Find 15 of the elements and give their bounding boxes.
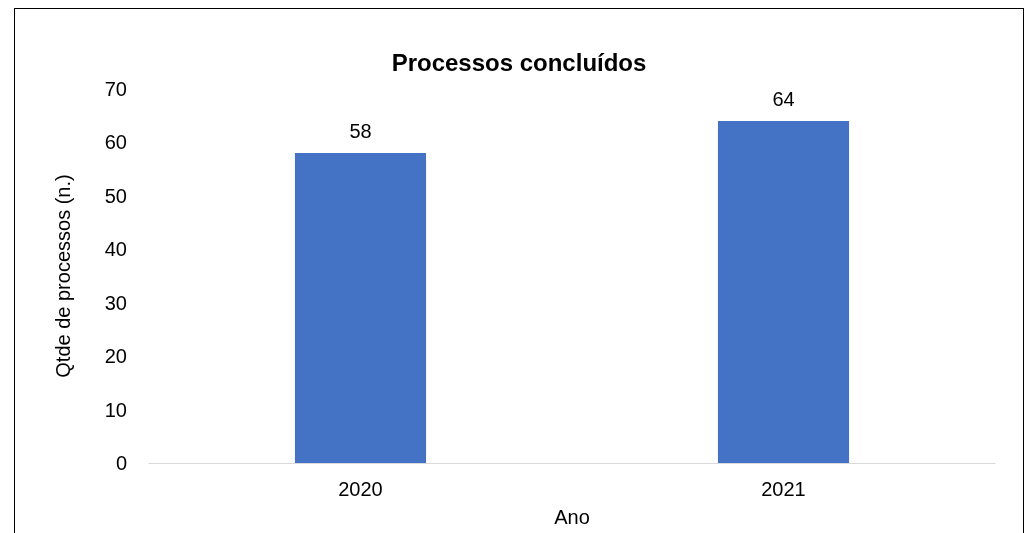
y-tick-label: 50: [104, 184, 127, 207]
x-tick-label: 2020: [338, 478, 383, 500]
x-axis-title: Ano: [554, 506, 590, 528]
y-axis-title: Qtde de processos (n.): [52, 174, 74, 378]
data-label: 58: [349, 120, 372, 143]
y-tick-label: 20: [104, 345, 127, 368]
y-tick-label: 40: [104, 238, 127, 261]
y-tick-label: 70: [104, 78, 127, 100]
x-tick-label: 2021: [761, 478, 806, 500]
y-tick-label: 0: [115, 452, 127, 474]
y-tick-label: 10: [104, 398, 127, 421]
y-tick-label: 60: [104, 131, 127, 154]
chart-title: Processos concluídos: [391, 48, 647, 76]
data-label: 64: [772, 88, 795, 111]
y-tick-label: 30: [104, 291, 127, 314]
